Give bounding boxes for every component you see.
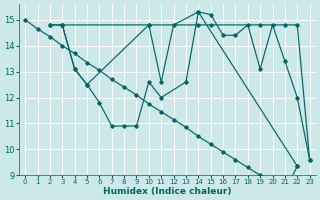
X-axis label: Humidex (Indice chaleur): Humidex (Indice chaleur) [103, 187, 232, 196]
